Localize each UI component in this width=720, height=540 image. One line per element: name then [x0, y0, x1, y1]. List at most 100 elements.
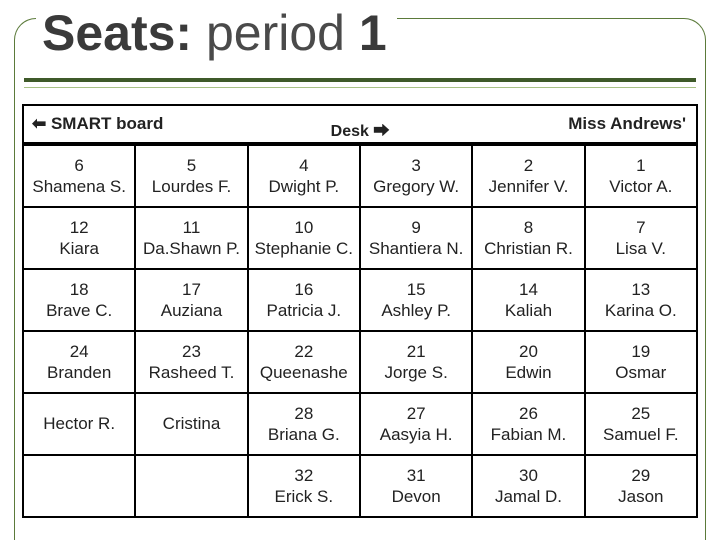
seat-number: 10 [294, 217, 313, 238]
seat-name: Jennifer V. [489, 176, 569, 197]
seat-cell: 24Branden [24, 332, 136, 394]
seat-number: 5 [187, 155, 196, 176]
table-row: 12Kiara11Da.Shawn P.10Stephanie C.9Shant… [24, 208, 698, 270]
seat-number: 9 [411, 217, 420, 238]
seat-number: 27 [407, 403, 426, 424]
header-row: ⬅ SMART board Desk ⮕ Miss Andrews' [22, 104, 698, 144]
seat-name: Shamena S. [32, 176, 126, 197]
table-row: 6Shamena S.5Lourdes F.4Dwight P.3Gregory… [24, 146, 698, 208]
seat-name: Fabian M. [491, 424, 567, 445]
seat-cell: 12Kiara [24, 208, 136, 270]
seat-number: 12 [70, 217, 89, 238]
seat-cell: 16Patricia J. [249, 270, 361, 332]
seat-cell: 14Kaliah [473, 270, 585, 332]
seat-name: Samuel F. [603, 424, 679, 445]
title-number: 1 [359, 5, 387, 61]
seat-cell: 23Rasheed T. [136, 332, 248, 394]
seat-name: Aasyia H. [380, 424, 453, 445]
seat-name: Auziana [161, 300, 222, 321]
seat-number: 25 [631, 403, 650, 424]
seat-cell: 4Dwight P. [249, 146, 361, 208]
seating-grid: 6Shamena S.5Lourdes F.4Dwight P.3Gregory… [22, 144, 698, 518]
seat-name: Lourdes F. [152, 176, 231, 197]
seat-cell: 7Lisa V. [586, 208, 698, 270]
seat-cell: 5Lourdes F. [136, 146, 248, 208]
seat-number: 17 [182, 279, 201, 300]
seat-number: 7 [636, 217, 645, 238]
header-right: Miss Andrews' [568, 114, 696, 134]
seat-name: Stephanie C. [255, 238, 353, 259]
seat-cell: 21Jorge S. [361, 332, 473, 394]
seat-cell: 11Da.Shawn P. [136, 208, 248, 270]
seat-name: Shantiera N. [369, 238, 464, 259]
seat-cell [24, 456, 136, 518]
seat-number: 23 [182, 341, 201, 362]
seat-cell: 13Karina O. [586, 270, 698, 332]
header-left-text: SMART board [46, 114, 163, 133]
seat-number: 30 [519, 465, 538, 486]
seat-name: Osmar [615, 362, 666, 383]
seat-cell: 31Devon [361, 456, 473, 518]
seat-cell: 28Briana G. [249, 394, 361, 456]
seat-cell: 17Auziana [136, 270, 248, 332]
seat-number: 3 [411, 155, 420, 176]
seat-number: 26 [519, 403, 538, 424]
seat-number: 28 [294, 403, 313, 424]
seat-cell: 27Aasyia H. [361, 394, 473, 456]
seat-number: 4 [299, 155, 308, 176]
seat-name: Victor A. [609, 176, 672, 197]
seat-cell: 3Gregory W. [361, 146, 473, 208]
table-row: 18Brave C.17Auziana16Patricia J.15Ashley… [24, 270, 698, 332]
seat-number: 14 [519, 279, 538, 300]
page-title: Seats: period 1 [36, 4, 397, 62]
seat-number: 16 [294, 279, 313, 300]
seat-name: Christian R. [484, 238, 573, 259]
seat-name: Jason [618, 486, 663, 507]
seat-number: 15 [407, 279, 426, 300]
seat-name: Queenashe [260, 362, 348, 383]
seat-cell [136, 456, 248, 518]
seat-number: 32 [294, 465, 313, 486]
seat-number: 1 [636, 155, 645, 176]
seat-name: Lisa V. [616, 238, 666, 259]
seat-number: 29 [631, 465, 650, 486]
seat-cell: 6Shamena S. [24, 146, 136, 208]
seat-cell: Hector R. [24, 394, 136, 456]
seat-name: Ashley P. [381, 300, 451, 321]
seat-cell: 32Erick S. [249, 456, 361, 518]
seat-cell: 30Jamal D. [473, 456, 585, 518]
seat-number: 20 [519, 341, 538, 362]
seat-name: Jorge S. [384, 362, 447, 383]
seat-name: Dwight P. [269, 176, 340, 197]
header-left: ⬅ SMART board [24, 114, 568, 134]
table-row: 24Branden23Rasheed T.22Queenashe21Jorge … [24, 332, 698, 394]
seat-name: Erick S. [275, 486, 334, 507]
seat-name: Kaliah [505, 300, 552, 321]
table-row: 32Erick S.31Devon30Jamal D.29Jason [24, 456, 698, 518]
title-underline [24, 78, 696, 88]
seat-number: 21 [407, 341, 426, 362]
seat-cell: Cristina [136, 394, 248, 456]
seat-number: 8 [524, 217, 533, 238]
title-prefix: Seats: [42, 5, 192, 61]
seat-cell: 1Victor A. [586, 146, 698, 208]
seat-cell: 29Jason [586, 456, 698, 518]
seat-name: Jamal D. [495, 486, 562, 507]
seat-name: Kiara [59, 238, 99, 259]
seat-cell: 25Samuel F. [586, 394, 698, 456]
seat-name: Hector R. [43, 413, 115, 434]
seat-cell: 8Christian R. [473, 208, 585, 270]
title-mid: period [192, 5, 359, 61]
seat-number: 6 [74, 155, 83, 176]
seat-cell: 9Shantiera N. [361, 208, 473, 270]
seat-name: Rasheed T. [149, 362, 235, 383]
seat-cell: 2Jennifer V. [473, 146, 585, 208]
seat-name: Devon [392, 486, 441, 507]
seat-cell: 18Brave C. [24, 270, 136, 332]
seat-number: 18 [70, 279, 89, 300]
seat-name: Branden [47, 362, 111, 383]
seat-name: Da.Shawn P. [143, 238, 240, 259]
seat-number: 13 [631, 279, 650, 300]
seat-name: Patricia J. [267, 300, 342, 321]
seat-name: Briana G. [268, 424, 340, 445]
